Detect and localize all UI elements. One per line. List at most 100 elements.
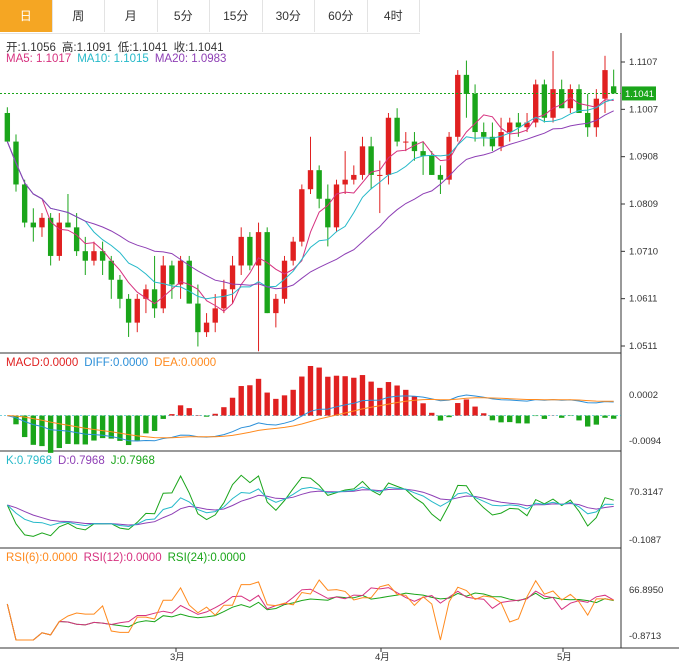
rsi12-line <box>6 587 614 641</box>
macd-bar <box>377 387 383 416</box>
macd-bar <box>82 415 88 445</box>
macd-bar <box>143 415 149 434</box>
macd-bar <box>273 398 279 416</box>
macd-legend: MACD:0.0000 DIFF:0.0000 DEA:0.0000 <box>6 357 222 369</box>
candle-body <box>238 236 244 266</box>
macd-bar <box>229 397 236 416</box>
candle-body <box>299 189 305 242</box>
macd-bar <box>351 377 357 416</box>
macd-bar <box>316 367 322 416</box>
candle-body <box>359 146 366 175</box>
macd-bar <box>342 376 348 416</box>
candle-body <box>134 298 140 323</box>
price-tick-label: 1.0809 <box>629 199 658 210</box>
macd-value: MACD:0.0000 <box>6 357 79 369</box>
macd-bar <box>385 382 392 416</box>
price-tick-label: 1.0710 <box>629 246 658 257</box>
open-value: 开:1.1056 <box>6 42 56 54</box>
macd-bar <box>559 415 565 418</box>
candle-body <box>403 141 409 143</box>
rsi-tick-label: -0.8713 <box>629 631 661 642</box>
candle-body <box>498 132 504 147</box>
macd-bar <box>247 385 253 416</box>
tab-4[interactable]: 15分 <box>210 0 263 32</box>
macd-bar <box>151 415 158 431</box>
tab-5[interactable]: 30分 <box>263 0 315 32</box>
candle-body <box>593 98 600 128</box>
x-tick-label: 5月 <box>557 652 572 663</box>
ma5-value: MA5: 1.1017 <box>6 53 72 65</box>
macd-bar <box>186 408 192 416</box>
macd-bar <box>489 415 496 421</box>
candle-body <box>39 217 45 228</box>
price-tick-label: 1.0908 <box>629 152 658 163</box>
macd-bar <box>47 415 54 453</box>
ma20-line <box>6 110 614 290</box>
candle-body <box>385 117 392 175</box>
macd-bar <box>325 376 331 416</box>
rsi6-line <box>6 579 614 641</box>
candle-body <box>247 236 253 266</box>
macd-bar <box>524 415 530 424</box>
candle-body <box>56 222 62 256</box>
candle-body <box>567 89 574 109</box>
j-line <box>6 474 614 537</box>
candle-body <box>125 298 132 323</box>
macd-bar <box>65 415 71 444</box>
low-value: 低:1.1041 <box>117 42 168 54</box>
macd-bar <box>472 406 478 416</box>
tab-2[interactable]: 月 <box>105 0 158 32</box>
macd-bar <box>463 399 470 416</box>
dea-value: DEA:0.0000 <box>154 357 217 369</box>
rsi6-value: RSI(6):0.0000 <box>6 552 78 564</box>
macd-bar <box>13 415 19 425</box>
candle-body <box>550 89 556 118</box>
candle-body <box>411 141 418 152</box>
ohlc-legend: 开:1.1056 高:1.1091 低:1.1041 收:1.1041 <box>6 39 230 55</box>
price-tick-label: 1.0611 <box>629 294 657 305</box>
candle-body <box>195 303 201 333</box>
candle-body <box>472 93 478 133</box>
macd-bar <box>169 414 175 416</box>
current-price-label: 1.1041 <box>625 89 654 100</box>
candle-body <box>584 112 591 128</box>
macd-bar <box>281 395 288 416</box>
candle-body <box>455 74 461 137</box>
candle-body <box>507 122 513 133</box>
tab-3[interactable]: 5分 <box>158 0 210 32</box>
d-value: D:0.7968 <box>58 455 105 467</box>
tab-0[interactable]: 日 <box>0 0 53 32</box>
candle-body <box>255 232 262 266</box>
candle-body <box>264 232 270 314</box>
candle-body <box>437 174 444 180</box>
rsi24-value: RSI(24):0.0000 <box>167 552 246 564</box>
macd-bar <box>498 415 504 423</box>
candle-body <box>429 155 435 175</box>
macd-bar <box>359 375 366 416</box>
candle-body <box>151 289 158 309</box>
macd-bar <box>39 415 45 447</box>
macd-bar <box>299 376 305 416</box>
candle-body <box>524 122 530 128</box>
candle-body <box>117 279 123 299</box>
tab-6[interactable]: 60分 <box>315 0 368 32</box>
candle-body <box>463 74 470 94</box>
period-tabs: 日周月 5分 15分 30分 60分 4时 <box>0 0 420 34</box>
tab-7[interactable]: 4时 <box>368 0 420 32</box>
candle-body <box>515 122 522 128</box>
dea-line <box>7 397 614 439</box>
candle-body <box>290 241 296 261</box>
macd-bar <box>507 415 513 423</box>
kdj-legend: K:0.7968 D:0.7968 J:0.7968 <box>6 455 161 467</box>
k-value: K:0.7968 <box>6 455 53 467</box>
candle-body <box>21 184 28 223</box>
macd-bar <box>99 415 106 439</box>
candle-body <box>229 265 236 290</box>
candle-body <box>177 260 184 285</box>
tab-1[interactable]: 周 <box>53 0 105 32</box>
ma-legend: MA5: 1.1017 MA10: 1.1015 MA20: 1.0983 <box>6 53 232 65</box>
macd-bar <box>368 381 374 416</box>
candle-body <box>4 112 11 142</box>
macd-bar <box>203 415 210 417</box>
